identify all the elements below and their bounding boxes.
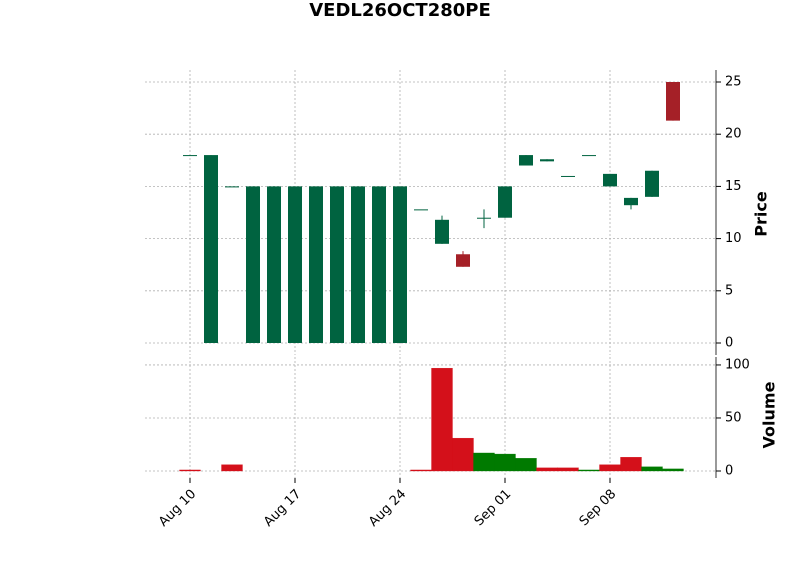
candle-body: [435, 219, 449, 244]
candle-body: [414, 209, 428, 211]
candle-body: [309, 186, 323, 343]
candle-body: [624, 197, 638, 206]
volume-bar: [662, 468, 684, 472]
y-tick-label: 20: [725, 127, 742, 142]
y-tick-label: 25: [725, 75, 742, 90]
y2-tick-label: 100: [725, 357, 750, 372]
volume-bar: [179, 469, 201, 472]
candle-body: [330, 186, 344, 343]
volume-bar: [620, 457, 642, 472]
candle-body: [603, 173, 617, 187]
candle-body: [183, 155, 197, 157]
volume-bar: [431, 367, 453, 472]
candle-body: [540, 159, 554, 162]
volume-bar: [473, 452, 495, 472]
candle-body: [582, 155, 596, 157]
x-tick-label: Aug 24: [366, 487, 409, 530]
candle-body: [561, 175, 575, 177]
candle-body: [225, 186, 239, 188]
candle-body: [645, 170, 659, 197]
candle-body: [519, 155, 533, 166]
y2-axis-label: Volume: [760, 381, 779, 448]
volume-bar: [557, 467, 579, 472]
volume-bar: [452, 437, 474, 472]
y-axis-label: Price: [752, 191, 771, 237]
volume-bar: [221, 464, 243, 472]
volume-bar: [536, 467, 558, 472]
x-tick-label: Aug 10: [156, 487, 199, 530]
x-tick-label: Aug 17: [261, 487, 304, 530]
volume-bar: [515, 458, 537, 472]
y-tick-label: 0: [725, 335, 733, 350]
volume-bar: [641, 466, 663, 472]
y2-tick-label: 50: [725, 410, 742, 425]
chart-title: VEDL26OCT280PE: [309, 0, 491, 21]
candle-body: [288, 186, 302, 343]
candle-body: [456, 254, 470, 267]
x-tick-label: Sep 08: [577, 487, 620, 530]
candle-body: [246, 186, 260, 343]
candle-body: [267, 186, 281, 343]
volume-bar: [578, 469, 600, 472]
candle-body: [666, 82, 680, 121]
candle-body: [204, 155, 218, 343]
volume-bar: [494, 453, 516, 472]
y2-tick-label: 0: [725, 464, 733, 479]
y-tick-label: 10: [725, 231, 742, 246]
candle-body: [393, 186, 407, 343]
candle-body: [498, 186, 512, 218]
x-tick-label: Sep 01: [472, 487, 515, 530]
volume-bar: [599, 464, 621, 472]
candle-body: [477, 217, 491, 219]
candle-body: [351, 186, 365, 343]
candle-body: [372, 186, 386, 343]
y-tick-label: 15: [725, 179, 742, 194]
y-tick-label: 5: [725, 283, 733, 298]
volume-bar: [410, 469, 432, 472]
